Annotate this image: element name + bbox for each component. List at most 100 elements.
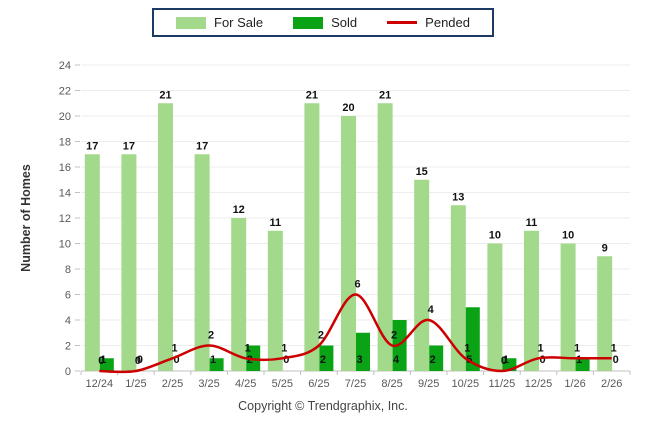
bar-sold (356, 332, 370, 371)
pended-value-label: 2 (391, 330, 397, 342)
for-sale-value-label: 21 (379, 89, 391, 101)
legend-label: Sold (331, 15, 358, 30)
x-tick-label: 5/25 (272, 378, 293, 390)
bar-for-sale (450, 205, 466, 371)
chart-legend: For Sale Sold Pended (152, 8, 494, 37)
y-tick-label: 14 (59, 188, 71, 200)
for-sale-value-label: 20 (342, 102, 354, 114)
pended-value-label: 1 (611, 342, 617, 354)
y-tick-label: 12 (59, 213, 71, 225)
y-tick-label: 16 (59, 162, 71, 174)
x-tick-label: 1/26 (564, 378, 585, 390)
sold-value-label: 1 (503, 354, 509, 366)
pended-value-label: 1 (281, 342, 287, 354)
bar-sold (575, 358, 590, 371)
sold-value-label: 2 (320, 354, 326, 366)
for-sale-value-label: 9 (602, 242, 608, 254)
y-tick-label: 20 (59, 111, 71, 123)
x-tick-label: 3/25 (198, 378, 219, 390)
x-tick-label: 7/25 (345, 378, 366, 390)
y-tick-label: 18 (59, 137, 71, 149)
bar-for-sale (560, 243, 576, 371)
pended-value-label: 1 (464, 342, 470, 354)
x-tick-label: 8/25 (381, 378, 402, 390)
bar-sold (319, 345, 334, 371)
y-tick-label: 22 (59, 86, 71, 98)
bar-sold (99, 358, 114, 371)
y-tick-label: 4 (65, 315, 71, 327)
x-tick-labels: 12/24 1/25 2/25 3/25 4/25 5/25 6/25 7/25 8/25 9/2… (86, 378, 623, 390)
for-sale-value-label: 13 (452, 191, 464, 203)
x-tick-label: 11/25 (489, 378, 516, 390)
bar-for-sale (231, 218, 247, 371)
sold-value-label: 3 (356, 354, 362, 366)
pended-value-label: 0 (98, 355, 104, 367)
x-tick-label: 2/26 (601, 378, 622, 390)
pended-value-label: 1 (171, 342, 177, 354)
y-tick-label: 2 (65, 341, 71, 353)
y-tick-label: 24 (59, 60, 71, 72)
for-sale-value-label: 15 (416, 166, 428, 178)
sold-value-label: 0 (539, 354, 545, 366)
bar-for-sale (84, 154, 100, 371)
sold-value-label: 0 (137, 354, 143, 366)
for-sale-value-label: 11 (526, 217, 538, 229)
y-axis-title: Number of Homes (19, 164, 33, 272)
x-tick-label: 2/25 (162, 378, 183, 390)
bar-for-sale (414, 179, 430, 371)
bar-sold (429, 345, 444, 371)
bar-sold (209, 358, 224, 371)
for-sale-value-label: 10 (562, 230, 574, 242)
pended-value-label: 2 (318, 330, 324, 342)
x-tick-label: 6/25 (308, 378, 329, 390)
bar-for-sale (194, 154, 210, 371)
bar-for-sale (597, 256, 613, 371)
bar-for-sale (304, 103, 320, 371)
legend-swatch-sold (293, 16, 324, 29)
bars-for-sale (84, 103, 613, 371)
y-tick-label: 0 (65, 366, 71, 378)
legend-label: Pended (425, 15, 470, 30)
y-tick-label: 8 (65, 264, 71, 276)
pended-value-label: 0 (501, 355, 507, 367)
bar-sold (465, 307, 480, 371)
for-sale-value-label: 10 (489, 230, 501, 242)
for-sale-value-label: 17 (196, 140, 208, 152)
copyright-text: Copyright © Trendgraphix, Inc. (238, 399, 408, 413)
y-tick-label: 10 (59, 239, 71, 251)
pended-value-label: 4 (428, 304, 435, 316)
sold-value-label: 0 (173, 354, 179, 366)
for-sale-value-label: 17 (123, 140, 135, 152)
bar-for-sale (487, 243, 503, 371)
pended-line (99, 293, 612, 374)
y-tick-label: 6 (65, 290, 71, 302)
x-tick-label: 9/25 (418, 378, 439, 390)
sold-value-label: 1 (576, 354, 582, 366)
pended-value-label: 0 (135, 355, 141, 367)
pended-value-label: 1 (574, 342, 580, 354)
x-tick-label: 1/25 (125, 378, 146, 390)
for-sale-value-label: 11 (269, 217, 281, 229)
sold-value-label: 1 (210, 354, 216, 366)
sold-value-label: 0 (613, 354, 619, 366)
sold-value-label: 1 (100, 354, 106, 366)
for-sale-value-label: 21 (306, 89, 318, 101)
legend-swatch-pended (387, 21, 418, 24)
bar-for-sale (377, 103, 393, 371)
bar-for-sale (121, 154, 137, 371)
x-tick-label: 10/25 (452, 378, 480, 390)
bar-for-sale (267, 230, 283, 371)
x-tick-label: 4/25 (235, 378, 256, 390)
bar-for-sale (341, 116, 356, 371)
sold-value-label: 0 (283, 354, 289, 366)
legend-item-pended: Pended (387, 15, 470, 30)
for-sale-value-label: 21 (159, 89, 171, 101)
x-axis (80, 370, 631, 375)
legend-item-for-sale: For Sale (176, 15, 263, 30)
sold-value-label: 2 (430, 354, 436, 366)
sold-value-label: 4 (393, 354, 400, 366)
